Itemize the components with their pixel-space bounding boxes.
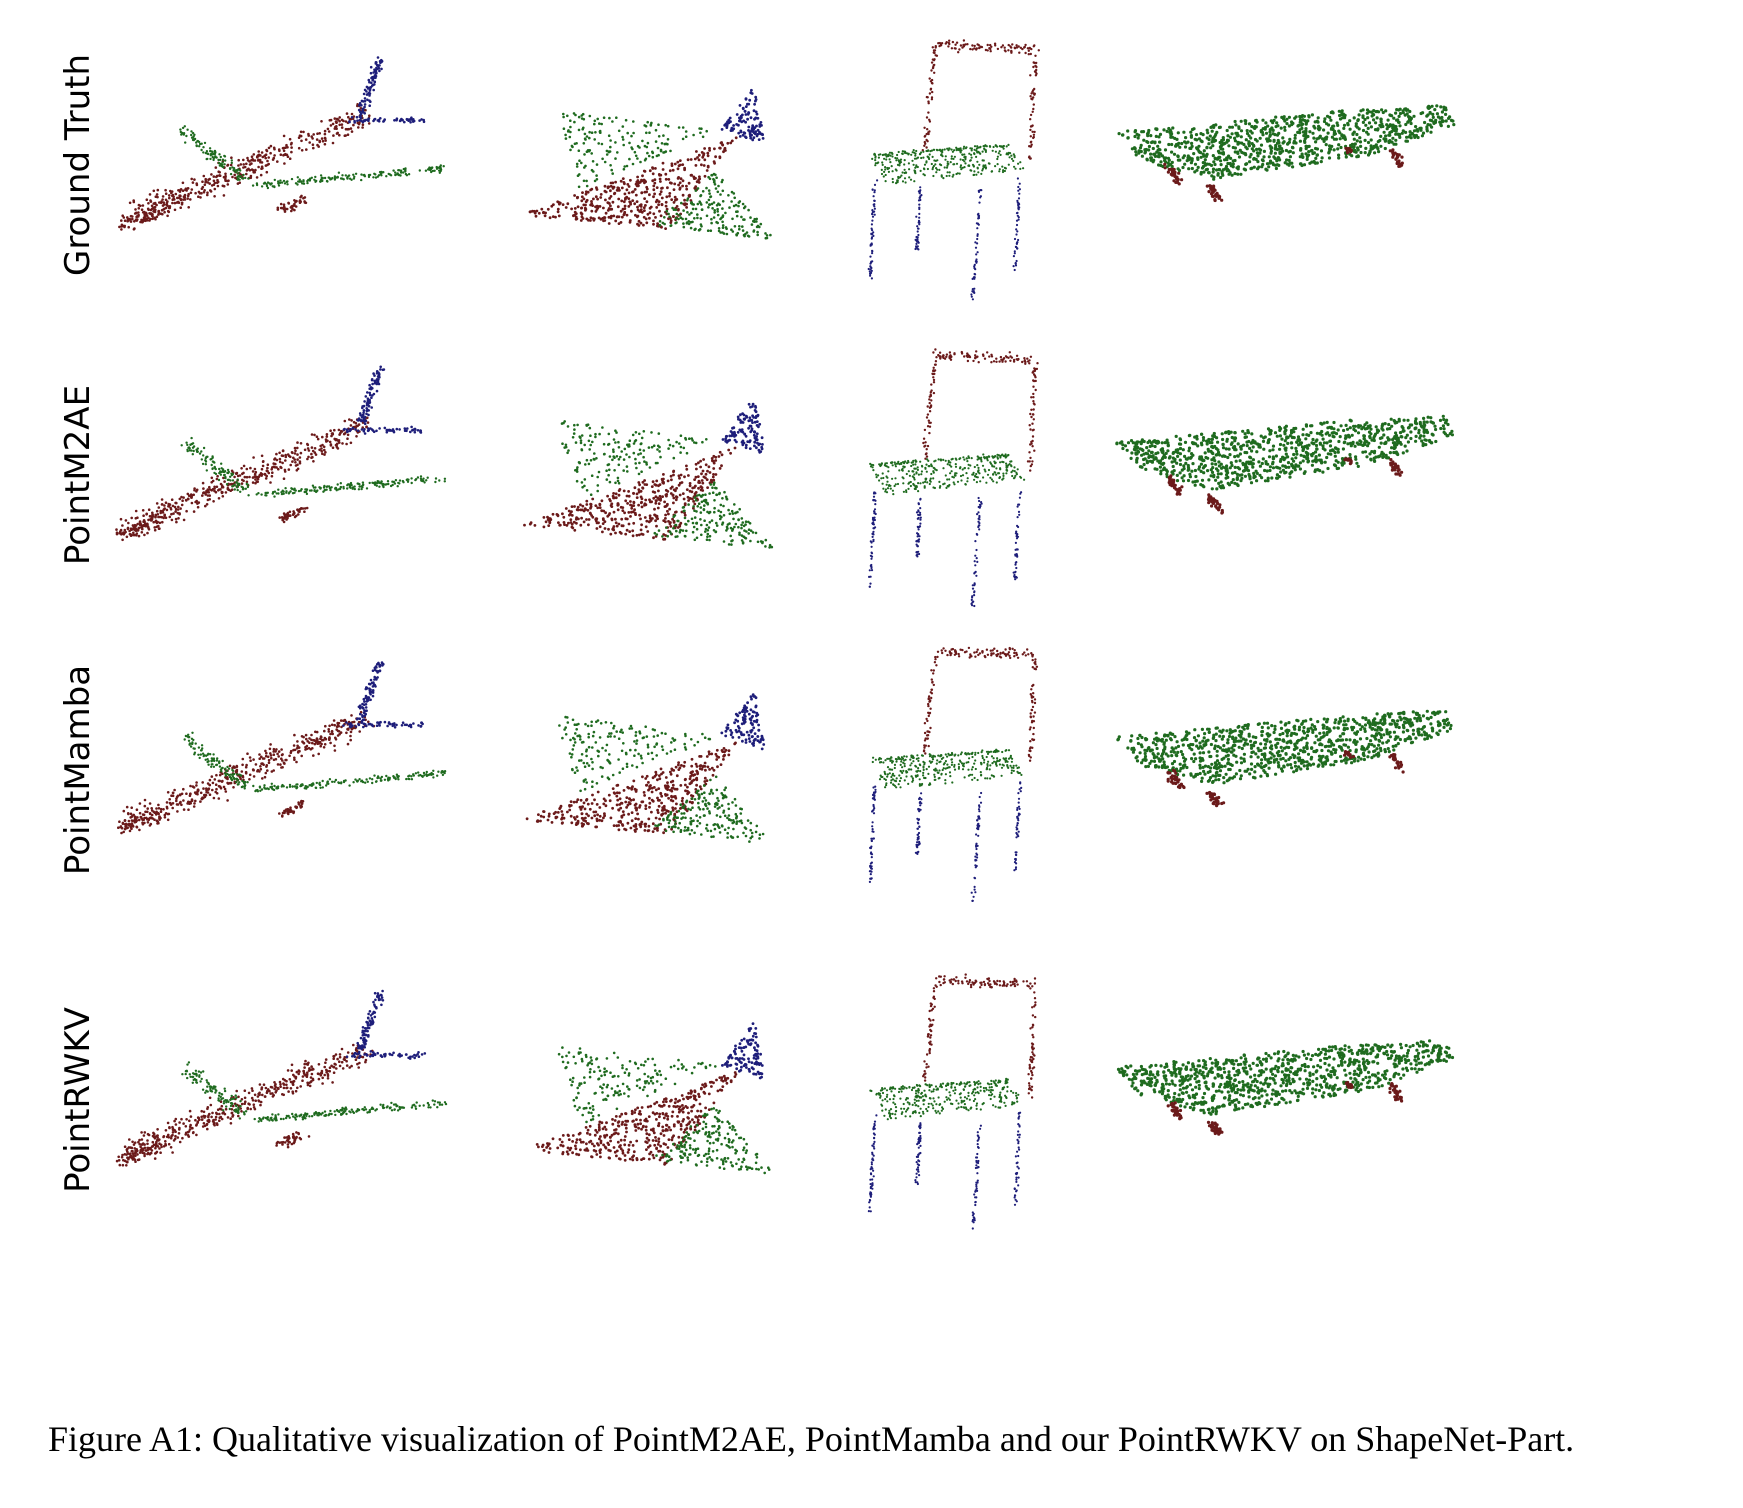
airplane2-point-cloud <box>528 88 772 240</box>
chair-point-cloud <box>868 348 1039 608</box>
airplane-point-cloud <box>118 56 445 231</box>
skateboard-point-cloud <box>1115 414 1454 515</box>
row-label: PointMamba <box>58 664 98 876</box>
airplane2-point-cloud <box>535 1022 771 1175</box>
skateboard-point-cloud <box>1117 104 1456 203</box>
airplane2-point-cloud <box>523 402 774 549</box>
figure-caption: Figure A1: Qualitative visualization of … <box>48 1419 1575 1459</box>
chair-point-cloud <box>868 646 1039 902</box>
chair-point-cloud <box>867 39 1040 301</box>
figure-grid: Ground Truth PointM2AE PointMamba PointRWKV <box>58 39 1456 1230</box>
airplane-point-cloud <box>115 365 447 542</box>
skateboard-point-cloud <box>1116 1039 1455 1136</box>
airplane-point-cloud <box>115 989 448 1167</box>
skateboard-point-cloud <box>1116 709 1453 808</box>
airplane2-point-cloud <box>525 693 766 843</box>
airplane-point-cloud <box>117 661 447 835</box>
chair-point-cloud <box>867 973 1037 1230</box>
row-label: PointRWKV <box>58 1007 98 1193</box>
